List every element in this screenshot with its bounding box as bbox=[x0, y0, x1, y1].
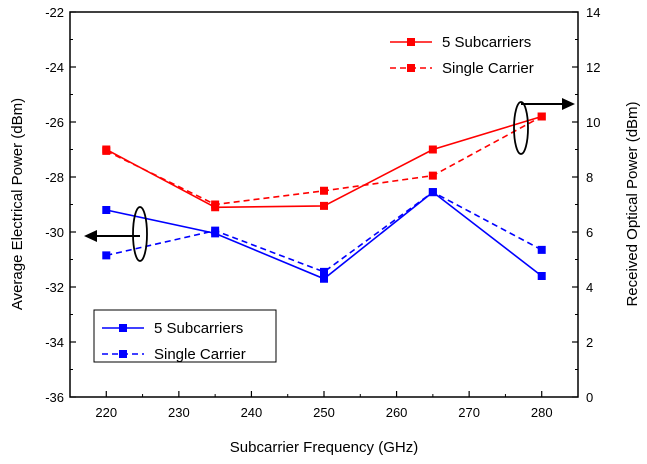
legend-label: 5 Subcarriers bbox=[442, 34, 531, 51]
data-point-marker bbox=[537, 245, 546, 254]
y-left-tick-label: -30 bbox=[45, 225, 64, 240]
x-axis-title: Subcarrier Frequency (GHz) bbox=[230, 439, 418, 456]
data-point-marker bbox=[320, 201, 328, 210]
y-axis-left-title: Average Electrical Power (dBm) bbox=[9, 98, 26, 310]
axis-pointer-annotations bbox=[84, 98, 575, 262]
y-left-tick-label: -34 bbox=[45, 335, 64, 350]
data-point-marker bbox=[102, 206, 111, 214]
data-point-marker bbox=[428, 188, 437, 197]
y-left-tick-label: -36 bbox=[45, 390, 64, 405]
data-point-marker bbox=[537, 272, 546, 280]
legend-label: 5 Subcarriers bbox=[154, 320, 243, 337]
y-left-tick-label: -22 bbox=[45, 5, 64, 20]
legend-marker-sample bbox=[119, 324, 127, 332]
x-tick-label: 230 bbox=[168, 405, 190, 420]
x-tick-label: 220 bbox=[95, 405, 117, 420]
x-tick-label: 260 bbox=[386, 405, 408, 420]
legend-marker-sample bbox=[119, 350, 127, 358]
y-axis-right-title: Received Optical Power (dBm) bbox=[624, 101, 641, 306]
x-tick-label: 280 bbox=[531, 405, 553, 420]
legend-red-series: 5 Subcarriers Single Carrier bbox=[390, 34, 534, 77]
legend-marker-sample bbox=[407, 38, 415, 46]
axis-ticks: 220 230 240 250 260 270 280-36-34-32-30-28-26-… bbox=[45, 5, 600, 420]
data-point-marker bbox=[211, 226, 220, 235]
y-right-tick-label: 8 bbox=[586, 170, 593, 185]
legend-blue-series: 5 Subcarriers Single Carrier bbox=[93, 309, 277, 363]
series-line bbox=[106, 191, 543, 273]
x-tick-label: 240 bbox=[241, 405, 263, 420]
y-right-tick-label: 10 bbox=[586, 115, 600, 130]
legend-label: Single Carrier bbox=[154, 346, 246, 363]
pointer-arrow-left-head bbox=[84, 230, 97, 242]
x-tick-label: 250 bbox=[313, 405, 335, 420]
y-right-tick-label: 4 bbox=[586, 280, 593, 295]
y-left-tick-label: -26 bbox=[45, 115, 64, 130]
legend-marker-sample bbox=[407, 64, 415, 72]
y-right-tick-label: 14 bbox=[586, 5, 600, 20]
data-point-marker bbox=[537, 112, 546, 121]
data-point-marker bbox=[320, 267, 328, 276]
y-left-tick-label: -28 bbox=[45, 170, 64, 185]
data-point-marker bbox=[211, 200, 220, 209]
y-right-tick-label: 6 bbox=[586, 225, 593, 240]
legend-label: Single Carrier bbox=[442, 60, 534, 77]
y-left-tick-label: -24 bbox=[45, 60, 64, 75]
y-right-tick-label: 12 bbox=[586, 60, 600, 75]
data-point-marker bbox=[428, 171, 437, 180]
y-right-tick-label: 2 bbox=[586, 335, 593, 350]
x-tick-label: 270 bbox=[458, 405, 480, 420]
data-point-marker bbox=[102, 251, 111, 260]
pointer-arrow-right-head bbox=[562, 98, 575, 110]
data-point-marker bbox=[320, 186, 328, 195]
pointer-ellipse-red bbox=[513, 101, 529, 155]
data-series bbox=[102, 112, 546, 283]
y-right-tick-label: 0 bbox=[586, 390, 593, 405]
data-point-marker bbox=[102, 146, 111, 155]
pointer-ellipse-blue bbox=[132, 206, 148, 262]
y-left-tick-label: -32 bbox=[45, 280, 64, 295]
data-point-marker bbox=[320, 274, 328, 283]
data-point-marker bbox=[428, 145, 437, 154]
